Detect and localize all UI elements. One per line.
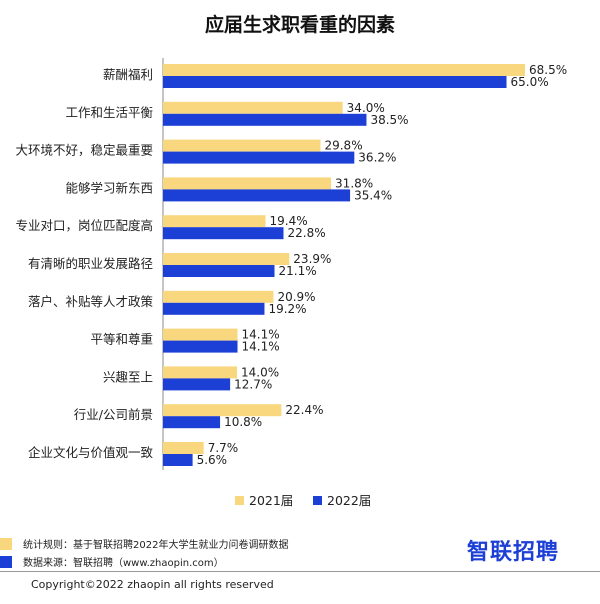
- data-label: 7.7%: [208, 441, 239, 455]
- category-label: 大环境不好，稳定最重要: [15, 143, 153, 158]
- legend-label-2021: 2021届: [249, 493, 293, 508]
- bar-2021: [163, 177, 332, 190]
- category-label: 平等和尊重: [90, 332, 153, 347]
- bar-2021: [163, 253, 290, 265]
- category-label: 专业对口，岗位匹配度高: [15, 218, 153, 233]
- note-statistics-rule: 统计规则：基于智联招聘2022年大学生就业力问卷调研数据: [0, 536, 288, 551]
- bar-2022: [163, 151, 355, 164]
- brand-logo: 智联招聘: [467, 540, 560, 565]
- data-label: 23.9%: [293, 252, 331, 266]
- legend-swatch-2022: [313, 496, 322, 505]
- bar-2022: [163, 454, 193, 466]
- data-label: 14.1%: [242, 340, 280, 354]
- bar-2022: [163, 378, 231, 391]
- bar-2022: [163, 113, 367, 126]
- note-text: 统计规则：基于智联招聘2022年大学生就业力问卷调研数据: [23, 540, 289, 551]
- data-label: 34.0%: [347, 101, 385, 115]
- bar-chart: 薪酬福利 68.5%65.0% 工作和生活平衡 34.0%38.5% 大环境不好，稳定最…: [15, 58, 567, 470]
- data-label: 38.5%: [370, 113, 408, 127]
- category-label: 工作和生活平衡: [65, 105, 153, 120]
- legend-label-2022: 2022届: [327, 493, 371, 508]
- data-label: 20.9%: [277, 290, 315, 304]
- bar-2022: [163, 416, 221, 429]
- category-label: 能够学习新东西: [65, 180, 153, 195]
- bar-2021: [163, 328, 238, 341]
- legend: 2021届 2022届: [235, 493, 371, 508]
- divider: [0, 571, 600, 572]
- data-label: 5.6%: [197, 453, 228, 467]
- bar-2021: [163, 139, 321, 152]
- data-label: 36.2%: [358, 151, 396, 165]
- category-label: 有清晰的职业发展路径: [28, 256, 153, 271]
- bar-2021: [163, 101, 343, 114]
- data-label: 22.8%: [287, 226, 325, 240]
- bar-2021: [163, 215, 266, 228]
- bar-2022: [163, 189, 351, 202]
- data-label: 65.0%: [511, 75, 549, 89]
- bar-2021: [163, 442, 204, 454]
- note-text: 数据来源：智联招聘（www.zhaopin.com）: [23, 558, 224, 569]
- data-label: 14.1%: [242, 328, 280, 342]
- bar-2021: [163, 366, 237, 379]
- category-label: 行业/公司前景: [74, 407, 153, 422]
- bar-2022: [163, 340, 238, 353]
- data-label: 31.8%: [335, 176, 373, 190]
- data-label: 68.5%: [529, 63, 567, 77]
- bar-2021: [163, 64, 525, 76]
- data-label: 14.0%: [241, 365, 279, 379]
- note-swatch: [0, 555, 12, 568]
- data-label: 19.2%: [268, 302, 306, 316]
- data-label: 12.7%: [234, 377, 272, 391]
- bar-2022: [163, 302, 265, 315]
- note-data-source: 数据来源：智联招聘（www.zhaopin.com）: [0, 554, 224, 569]
- bar-2021: [163, 404, 282, 417]
- bar-2022: [163, 265, 275, 277]
- data-label: 10.8%: [224, 415, 262, 429]
- data-label: 29.8%: [324, 139, 362, 153]
- category-label: 薪酬福利: [103, 67, 153, 82]
- legend-swatch-2021: [235, 496, 244, 505]
- data-label: 19.4%: [270, 214, 308, 228]
- note-swatch: [0, 537, 12, 550]
- data-label: 35.4%: [354, 188, 392, 202]
- data-label: 22.4%: [285, 403, 323, 417]
- category-label: 落户、补贴等人才政策: [28, 294, 154, 309]
- bar-2022: [163, 227, 284, 240]
- bar-2022: [163, 76, 507, 88]
- copyright: Copyright©2022 zhaopin all rights reserv…: [31, 578, 274, 591]
- category-label: 兴趣至上: [103, 369, 153, 384]
- bar-2021: [163, 290, 274, 303]
- category-label: 企业文化与价值观一致: [28, 445, 154, 460]
- data-label: 21.1%: [279, 264, 317, 278]
- chart-title: 应届生求职看重的因素: [204, 14, 395, 36]
